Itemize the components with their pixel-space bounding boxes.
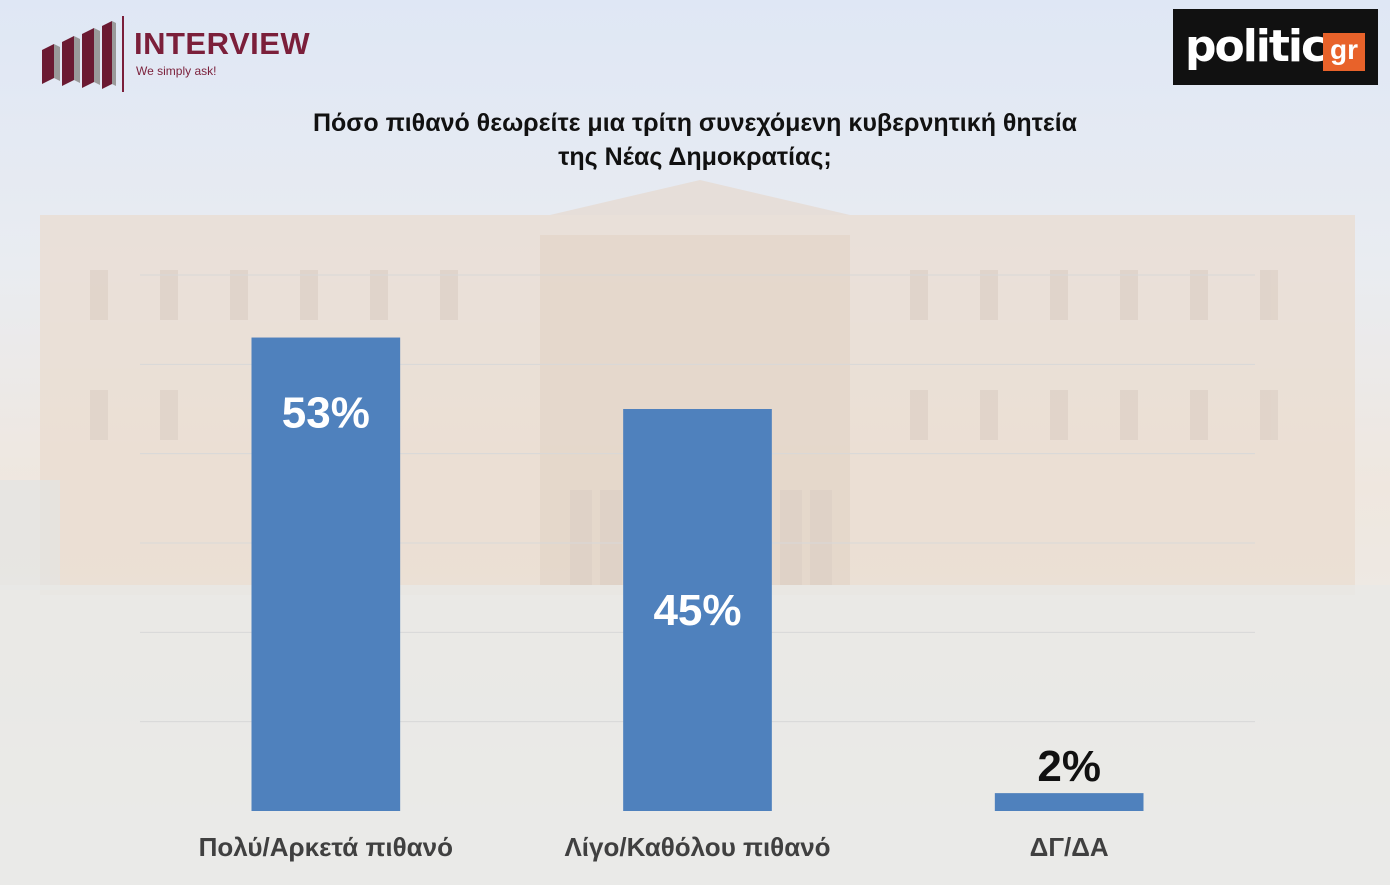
logo-divider <box>122 16 124 92</box>
bar-2 <box>623 409 772 811</box>
publisher-logo-text: politic <box>1185 21 1327 72</box>
brand-name: INTERVIEW <box>134 26 311 61</box>
bar-3 <box>994 793 1144 811</box>
value-label-1: 53% <box>282 389 370 438</box>
interview-bars-icon <box>42 21 116 89</box>
politic-gr-logo: politic gr <box>1173 9 1378 85</box>
category-label-1: Πολύ/Αρκετά πιθανό <box>199 832 453 862</box>
category-label-2: Λίγο/Καθόλου πιθανό <box>564 832 830 862</box>
category-labels: Πολύ/Αρκετά πιθανό Λίγο/Καθόλου πιθανό ΔΓ/… <box>199 832 1109 862</box>
value-label-2: 45% <box>653 586 741 635</box>
interview-logo: INTERVIEW We simply ask! <box>40 14 360 94</box>
value-labels: 53% 45% 2% <box>282 389 1101 792</box>
bars <box>251 337 1144 811</box>
category-label-3: ΔΓ/ΔΑ <box>1030 832 1109 862</box>
chart-title-line-2: της Νέας Δημοκρατίας; <box>558 143 832 171</box>
brand-tagline: We simply ask! <box>136 64 217 78</box>
bar-1 <box>251 337 401 811</box>
chart-title: Πόσο πιθανό θεωρείτε μια τρίτη συνεχόμεν… <box>140 106 1250 174</box>
chart-title-line-1: Πόσο πιθανό θεωρείτε μια τρίτη συνεχόμεν… <box>312 109 1078 137</box>
value-label-3: 2% <box>1037 742 1101 791</box>
publisher-logo-suffix: gr <box>1323 33 1365 71</box>
